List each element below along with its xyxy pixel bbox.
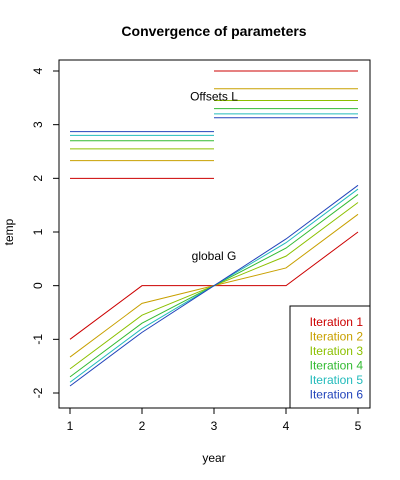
y-tick-label: -2 xyxy=(31,387,45,398)
x-tick-label: 1 xyxy=(67,419,74,433)
y-tick-label: -1 xyxy=(31,334,45,345)
x-axis-label: year xyxy=(202,451,225,465)
annotation-1: Offsets L xyxy=(190,90,238,104)
plot-area: 1 2 3 4 5 -2 -1 0 1 2 3 4 Offsets L global G Iteration… xyxy=(31,59,371,433)
legend-entry-iteration-4: Iteration 4 xyxy=(310,359,364,373)
y-tick-label: 4 xyxy=(31,67,45,74)
legend-entry-iteration-2: Iteration 2 xyxy=(310,330,364,344)
annotation-2: global G xyxy=(192,249,237,263)
y-tick-label: 1 xyxy=(31,228,45,235)
x-tick-label: 2 xyxy=(139,419,146,433)
x-tick-label: 5 xyxy=(355,419,362,433)
legend-entry-iteration-6: Iteration 6 xyxy=(310,388,364,402)
x-tick-label: 3 xyxy=(211,419,218,433)
legend-box xyxy=(289,305,371,409)
legend-entry-iteration-5: Iteration 5 xyxy=(310,373,364,387)
legend-entry-iteration-3: Iteration 3 xyxy=(310,344,364,358)
chart-title: Convergence of parameters xyxy=(121,23,306,39)
y-tick-label: 2 xyxy=(31,175,45,182)
y-tick-label: 0 xyxy=(31,282,45,289)
y-axis-label: temp xyxy=(2,218,16,245)
y-tick-label: 3 xyxy=(31,121,45,128)
x-tick-label: 4 xyxy=(283,419,290,433)
legend-entry-iteration-1: Iteration 1 xyxy=(310,315,364,329)
series-line-iteration-6 xyxy=(69,184,359,387)
